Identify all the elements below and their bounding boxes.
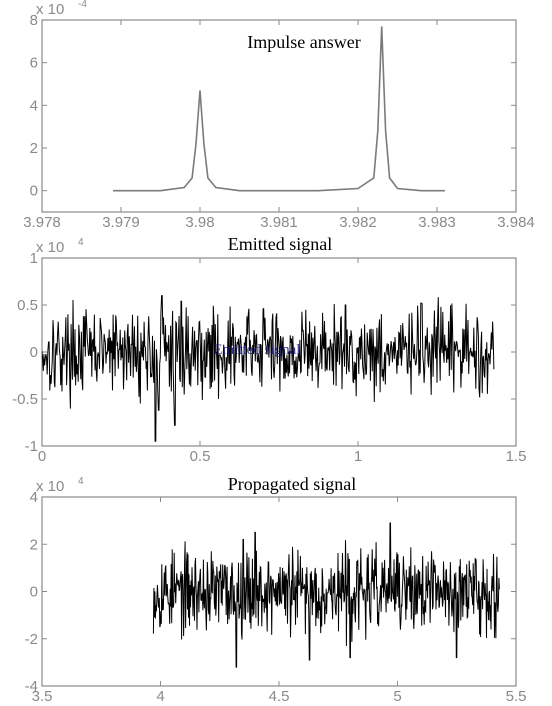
x-tick-label: 3.982 xyxy=(339,214,377,231)
x-tick-label: 1 xyxy=(354,448,362,465)
series-line-1 xyxy=(42,295,495,442)
y-tick-label: 0 xyxy=(30,183,38,200)
chart-panel-2: 0 0.5 1 1.5-1-0.500.51x 10 4 Emitted signalEm… xyxy=(12,234,526,465)
y-tick-label: -0.5 xyxy=(12,391,38,408)
y-tick-label: 2 xyxy=(30,140,38,157)
y-exponent-label: x 10 xyxy=(36,1,64,18)
x-tick-label: 5 xyxy=(393,688,401,705)
y-tick-label: -2 xyxy=(25,631,38,648)
chart-title: Emitted signal xyxy=(228,234,332,254)
y-tick-label: 8 xyxy=(30,12,38,29)
series-line-1 xyxy=(113,26,445,192)
y-tick-label: 0 xyxy=(30,344,38,361)
x-tick-label: 4 xyxy=(156,688,164,705)
y-tick-label: 0.5 xyxy=(17,297,38,314)
x-tick-label: 5.5 xyxy=(506,688,527,705)
y-tick-label: -1 xyxy=(25,438,38,455)
x-tick-label: 3.983 xyxy=(418,214,456,231)
x-tick-label: 4.5 xyxy=(269,688,290,705)
y-tick-label: 4 xyxy=(30,97,38,114)
y-exponent-label: x 10 xyxy=(36,478,64,495)
chart-panel-1: 3.978 3.979 3.98 3.981 3.982 3.983 3.984 0 2 4 6 8x… xyxy=(23,0,535,231)
x-tick-label: 3.978 xyxy=(23,214,61,231)
x-tick-label: 3.981 xyxy=(260,214,298,231)
y-exponent-power: 4 xyxy=(78,237,84,248)
x-tick-label: 3.984 xyxy=(497,214,535,231)
y-exponent-power: 4 xyxy=(78,476,84,487)
x-tick-label: 3.979 xyxy=(102,214,140,231)
x-tick-label: 0.5 xyxy=(190,448,211,465)
y-tick-label: 1 xyxy=(30,250,38,267)
series-line-1 xyxy=(152,522,500,668)
y-tick-label: 4 xyxy=(30,489,38,506)
x-tick-label: 0 xyxy=(38,448,46,465)
legend-label: Emitted signal xyxy=(213,342,300,358)
chart-title: Propagated signal xyxy=(228,474,356,494)
y-exponent-power: -4 xyxy=(78,0,87,10)
x-tick-label: 3.98 xyxy=(185,214,214,231)
y-tick-label: 0 xyxy=(30,584,38,601)
y-tick-label: -4 xyxy=(25,678,38,695)
y-tick-label: 6 xyxy=(30,55,38,72)
plot-area-frame xyxy=(41,19,517,213)
x-tick-label: 1.5 xyxy=(506,448,527,465)
y-tick-label: 2 xyxy=(30,536,38,553)
chart-title: Impulse answer xyxy=(247,32,360,52)
x-tick-label: 3.5 xyxy=(32,688,53,705)
y-exponent-label: x 10 xyxy=(36,239,64,256)
